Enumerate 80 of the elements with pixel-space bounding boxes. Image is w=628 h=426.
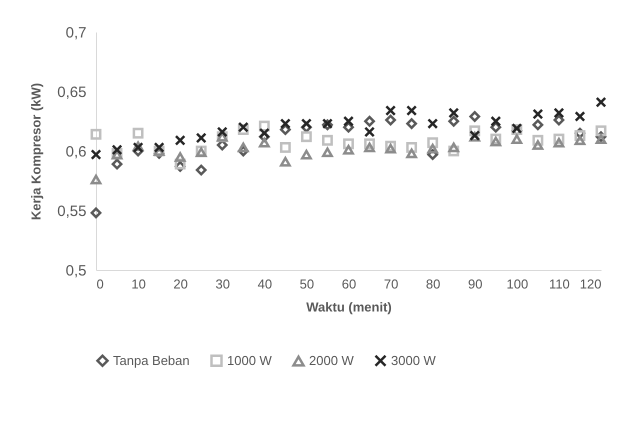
point — [258, 138, 270, 148]
x-tick-label: 110 — [549, 276, 570, 292]
point — [427, 118, 438, 130]
point — [364, 116, 375, 127]
legend-label: Tanpa Beban — [113, 352, 190, 368]
x-tick-label: 40 — [258, 276, 272, 292]
point — [154, 142, 165, 153]
y-tick-label: 0,7 — [66, 24, 86, 42]
point — [532, 108, 544, 120]
point — [490, 136, 502, 146]
point — [90, 174, 102, 184]
x-tick-label: 100 — [506, 276, 528, 292]
point — [90, 149, 102, 160]
point — [406, 118, 418, 130]
point — [300, 131, 312, 142]
point — [532, 119, 544, 130]
point — [300, 118, 312, 130]
point — [322, 134, 333, 146]
point — [112, 144, 122, 156]
point — [90, 128, 102, 140]
point — [553, 107, 564, 118]
point — [574, 135, 586, 146]
y-tick-label: 0,5 — [66, 262, 86, 280]
point — [343, 144, 354, 155]
point — [280, 156, 291, 167]
x-tick-label: 90 — [468, 276, 482, 292]
point — [448, 107, 460, 118]
point — [216, 126, 228, 138]
point — [385, 114, 396, 126]
point — [364, 126, 375, 138]
point — [406, 105, 418, 116]
point — [280, 142, 291, 153]
point — [112, 158, 122, 170]
point — [596, 96, 606, 108]
point — [196, 132, 207, 144]
point — [427, 144, 438, 154]
point — [553, 114, 564, 126]
x-tick-label: 120 — [580, 276, 602, 292]
point — [174, 134, 186, 146]
x-tick-label: 30 — [216, 276, 230, 292]
point — [490, 116, 502, 127]
point — [132, 128, 144, 139]
point — [532, 140, 544, 150]
y-tick-label: 0,65 — [57, 84, 86, 101]
point — [280, 118, 291, 130]
point — [174, 152, 186, 162]
x-tick-label: 70 — [384, 276, 398, 292]
point — [596, 125, 606, 136]
point — [238, 122, 249, 133]
point — [406, 148, 418, 158]
x-tick-label: 80 — [426, 276, 440, 292]
point — [343, 116, 354, 127]
legend-label: 3000 W — [391, 352, 437, 368]
point — [596, 134, 606, 144]
x-tick-label: 0 — [96, 276, 104, 292]
point — [300, 150, 312, 160]
x-axis-title: Waktu (menit) — [306, 300, 392, 314]
point — [364, 142, 375, 152]
point — [322, 147, 333, 158]
point — [448, 142, 460, 152]
point — [448, 116, 460, 127]
legend-label: 2000 W — [309, 353, 355, 368]
point — [574, 111, 586, 122]
x-tick-label: 60 — [342, 276, 356, 292]
point — [385, 105, 396, 116]
y-tick-label: 0,55 — [57, 203, 86, 220]
point — [196, 164, 207, 176]
x-tick-label: 20 — [173, 276, 188, 292]
y-tick-label: 0,6 — [66, 144, 86, 160]
y-axis-title: Kerja Kompresor (kW) — [28, 82, 44, 220]
point — [511, 134, 522, 144]
legend-label: 1000 W — [227, 352, 273, 368]
point — [385, 144, 396, 154]
point — [553, 138, 564, 148]
point — [469, 111, 480, 122]
point — [90, 207, 102, 218]
x-tick-label: 50 — [300, 276, 314, 292]
point — [258, 128, 270, 139]
point — [238, 142, 249, 152]
x-tick-label: 10 — [131, 276, 146, 292]
